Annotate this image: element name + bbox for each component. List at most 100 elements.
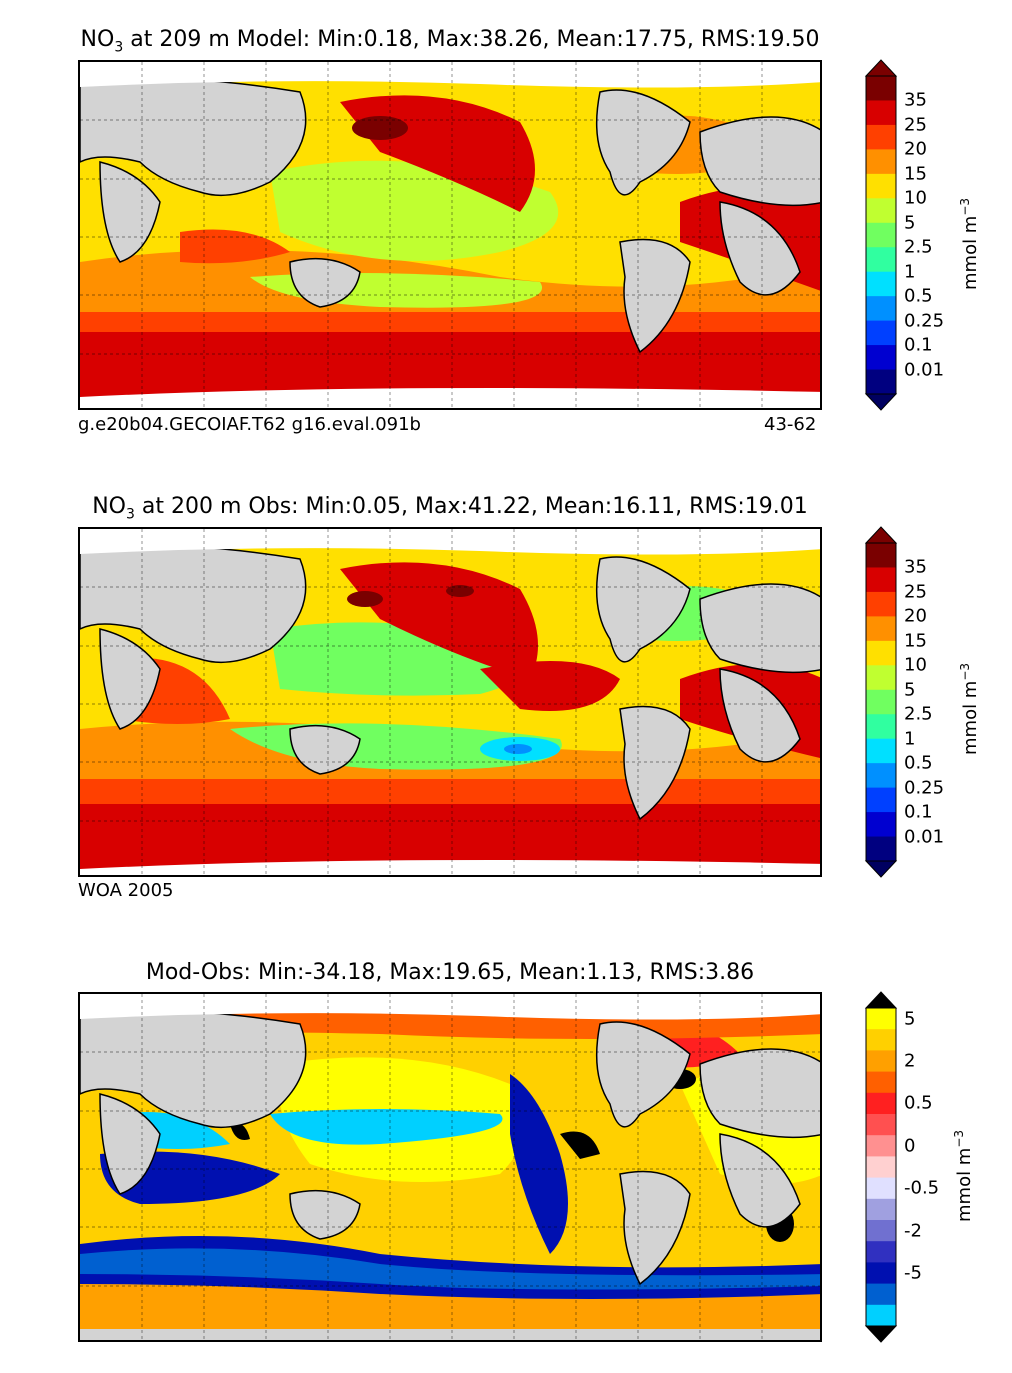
- colorbar-segment: [866, 787, 896, 813]
- colorbar-segment: [866, 369, 896, 395]
- obs-unit-exp: −3: [958, 662, 972, 681]
- colorbar-segment: [866, 1114, 896, 1136]
- colorbar-segment: [866, 1008, 896, 1030]
- colorbar-segment: [866, 100, 896, 126]
- model-title-sub: 3: [114, 39, 124, 56]
- colorbar-segment: [866, 689, 896, 715]
- model-colorbar: [864, 59, 898, 411]
- colorbar-segment: [866, 173, 896, 199]
- colorbar-arrow-top: [864, 526, 898, 544]
- diff-unit-text: mmol m: [954, 1147, 975, 1222]
- colorbar-tick-label: 1: [904, 728, 916, 750]
- colorbar-tick-label: 1: [904, 261, 916, 283]
- colorbar-segment: [866, 76, 896, 101]
- colorbar-tick-label: 0.01: [904, 826, 945, 848]
- colorbar-segment: [866, 1304, 896, 1327]
- colorbar-segment: [866, 296, 896, 322]
- colorbar-segment: [866, 247, 896, 273]
- obs-colorbar: [864, 526, 898, 878]
- colorbar-segment: [866, 738, 896, 764]
- colorbar-segment: [866, 714, 896, 740]
- colorbar-tick-label: 15: [904, 163, 927, 185]
- obs-map-svg: [80, 529, 820, 875]
- colorbar-tick-label: 0: [904, 1135, 916, 1157]
- colorbar-arrow-bottom: [864, 1325, 898, 1343]
- model-title-prefix: NO: [80, 27, 115, 52]
- colorbar-segment: [866, 1135, 896, 1157]
- colorbar-segment: [866, 616, 896, 642]
- model-unit-label: mmol m−3: [958, 198, 981, 290]
- colorbar-tick-label: 35: [904, 556, 927, 578]
- colorbar-segment: [866, 1241, 896, 1263]
- colorbar-segment: [866, 1092, 896, 1115]
- diff-unit-label: mmol m−3: [952, 1130, 975, 1222]
- diff-title: Mod-Obs: Min:-34.18, Max:19.65, Mean:1.1…: [0, 960, 900, 985]
- obs-unit-label: mmol m−3: [958, 663, 981, 755]
- colorbar-tick-label: 35: [904, 89, 927, 111]
- model-map-svg: [80, 62, 820, 408]
- colorbar-segment: [866, 345, 896, 371]
- colorbar-tick-label: 0.1: [904, 334, 933, 356]
- diff-map-svg: [80, 994, 820, 1340]
- colorbar-segment: [866, 1283, 896, 1306]
- model-caption-right: 43-62: [764, 414, 817, 435]
- model-title: NO3 at 209 m Model: Min:0.18, Max:38.26,…: [0, 27, 900, 55]
- colorbar-arrow-bottom: [864, 860, 898, 878]
- obs-unit-text: mmol m: [960, 680, 981, 755]
- colorbar-tick-label: 0.25: [904, 777, 945, 799]
- colorbar-segment: [866, 665, 896, 691]
- colorbar-segment: [866, 1156, 896, 1179]
- colorbar-segment: [866, 640, 896, 666]
- colorbar-tick-label: 2.5: [904, 703, 933, 725]
- colorbar-segment: [866, 1177, 896, 1200]
- diff-map: [78, 992, 822, 1342]
- obs-map: [78, 527, 822, 877]
- colorbar-tick-label: 10: [904, 654, 927, 676]
- colorbar-tick-label: 20: [904, 138, 927, 160]
- colorbar-segment: [866, 124, 896, 150]
- colorbar-tick-label: 5: [904, 212, 916, 234]
- colorbar-tick-label: 25: [904, 581, 927, 603]
- colorbar-arrow-top: [864, 991, 898, 1009]
- colorbar-tick-label: 15: [904, 630, 927, 652]
- diff-colorbar: [864, 991, 898, 1343]
- colorbar-tick-label: 5: [904, 1008, 916, 1030]
- colorbar-segment: [866, 1029, 896, 1051]
- colorbar-tick-label: -5: [904, 1262, 922, 1284]
- colorbar-segment: [866, 222, 896, 248]
- colorbar-tick-label: -0.5: [904, 1177, 940, 1199]
- diff-colorbar-svg: [864, 991, 898, 1343]
- colorbar-segment: [866, 271, 896, 297]
- colorbar-tick-label: 0.5: [904, 285, 933, 307]
- colorbar-tick-label: 0.1: [904, 801, 933, 823]
- colorbar-tick-label: 2.5: [904, 236, 933, 258]
- colorbar-segment: [866, 836, 896, 862]
- colorbar-segment: [866, 591, 896, 617]
- colorbar-tick-label: -2: [904, 1220, 922, 1242]
- colorbar-tick-label: 5: [904, 679, 916, 701]
- obs-title-prefix: NO: [92, 494, 126, 519]
- model-unit-text: mmol m: [960, 215, 981, 290]
- colorbar-tick-label: 25: [904, 114, 927, 136]
- colorbar-arrow-top: [864, 59, 898, 77]
- obs-title: NO3 at 200 m Obs: Min:0.05, Max:41.22, M…: [0, 494, 900, 522]
- colorbar-segment: [866, 763, 896, 789]
- colorbar-segment: [866, 567, 896, 593]
- colorbar-segment: [866, 320, 896, 346]
- colorbar-tick-label: 10: [904, 187, 927, 209]
- colorbar-segment: [866, 1220, 896, 1242]
- colorbar-segment: [866, 1198, 896, 1221]
- diff-title-text: Mod-Obs: Min:-34.18, Max:19.65, Mean:1.1…: [145, 960, 755, 985]
- colorbar-tick-label: 0.25: [904, 310, 945, 332]
- colorbar-arrow-bottom: [864, 393, 898, 411]
- colorbar-tick-label: 0.5: [904, 752, 933, 774]
- diff-unit-exp: −3: [952, 1129, 966, 1148]
- model-unit-exp: −3: [958, 197, 972, 216]
- model-map: [78, 60, 822, 410]
- model-caption-left: g.e20b04.GECOIAF.T62 g16.eval.091b: [78, 414, 421, 435]
- colorbar-segment: [866, 1071, 896, 1094]
- model-title-suffix: at 209 m Model: Min:0.18, Max:38.26, Mea…: [123, 27, 820, 52]
- colorbar-tick-label: 0.5: [904, 1092, 933, 1114]
- colorbar-tick-label: 2: [904, 1050, 916, 1072]
- colorbar-tick-label: 20: [904, 605, 927, 627]
